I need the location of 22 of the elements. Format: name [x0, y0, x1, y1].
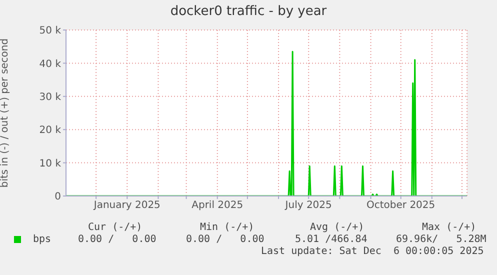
text: Avg (-/+) — [310, 222, 364, 233]
y-axis-title: bits in (-) / out (+) per second — [0, 38, 11, 188]
text: Last update: Sat Dec 6 00:00:05 2025 — [261, 246, 484, 257]
text: 0.00 / 0.00 — [78, 234, 156, 245]
y-tick-label: 30 k — [39, 92, 62, 103]
x-tick-label: July 2025 — [284, 200, 332, 212]
y-tick-label: 0 — [54, 192, 61, 203]
text: Cur (-/+) — [88, 222, 142, 233]
text: 0.00 / 0.00 — [186, 234, 264, 245]
x-tick-label: January 2025 — [92, 200, 160, 212]
text: Max (-/+) — [422, 222, 476, 233]
y-tick-label: 10 k — [39, 158, 62, 170]
legend-label: bps — [33, 234, 52, 245]
x-tick-label: April 2025 — [192, 200, 244, 212]
text: 69.96k/ 5.28M — [396, 234, 486, 245]
y-tick-label: 20 k — [39, 125, 62, 136]
x-tick-label: October 2025 — [366, 200, 436, 212]
text: 5.01 /466.84 — [295, 234, 368, 245]
text: Min (-/+) — [200, 222, 254, 233]
y-tick-label: 40 k — [39, 58, 62, 70]
chart-title: docker0 traffic - by year — [169, 4, 328, 19]
y-tick-label: 50 k — [39, 26, 62, 37]
